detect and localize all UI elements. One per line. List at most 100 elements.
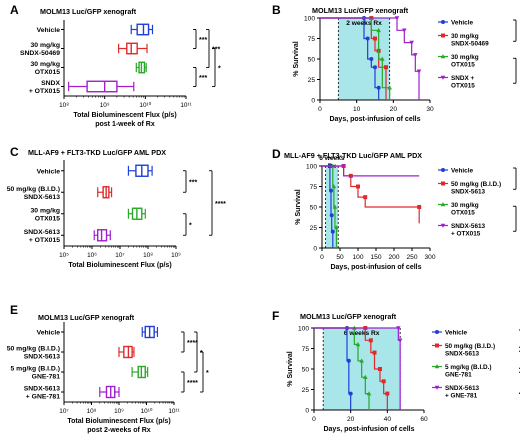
data-point <box>416 69 422 74</box>
data-point <box>330 229 335 234</box>
group-label: + GNE-781 <box>26 394 60 401</box>
group-label: OTX015 <box>35 69 61 76</box>
sig-label: ** <box>518 216 520 221</box>
sig-label: * <box>189 223 192 230</box>
survival-curve-purple <box>322 165 420 177</box>
panel-title: MOLM13 Luc/GFP xenograft <box>38 313 135 322</box>
sig-label: *** <box>199 37 207 44</box>
y-tick-label: 100 <box>306 164 317 171</box>
data-point <box>376 27 381 33</box>
x-axis-label: Days, post-infusion of cells <box>330 264 421 271</box>
legend-marker <box>434 364 440 369</box>
x-axis-sublabel: post 1-week of Rx <box>95 121 155 128</box>
legend-marker <box>440 202 446 207</box>
x-tick-label: 150 <box>370 254 381 261</box>
legend-marker <box>440 54 446 59</box>
data-point <box>385 391 390 396</box>
x-tick-label: 30 <box>426 106 434 113</box>
data-point <box>417 205 422 209</box>
data-point <box>397 338 403 343</box>
y-axis-label: % Survival <box>293 41 300 76</box>
sig-label: *** <box>518 175 520 183</box>
data-point <box>329 213 334 218</box>
data-point <box>381 379 386 384</box>
x-tick-label: 40 <box>384 416 392 423</box>
data-point <box>359 358 364 363</box>
data-point <box>355 342 361 347</box>
group-label: + OTX015 <box>29 88 60 95</box>
data-point <box>376 85 381 90</box>
x-tick-label: 100 <box>352 254 363 261</box>
sig-label: **** <box>187 340 198 347</box>
x-tick-label: 0 <box>318 106 322 113</box>
group-label: SNDX-5613 <box>24 354 60 361</box>
legend-label: OTX015 <box>451 62 475 69</box>
data-point <box>356 184 360 189</box>
y-tick-label: 50 <box>302 367 310 374</box>
data-point <box>368 338 373 343</box>
panel-A: A MOLM13 Luc/GFP xenograft 10⁸ 10⁹ 10¹⁰ 10¹¹ T… <box>10 3 221 128</box>
group-label: 30 mg/kg <box>31 42 60 49</box>
group-label: SNDX-5613 <box>24 386 60 393</box>
legend-marker <box>441 20 445 24</box>
data-point <box>380 56 385 61</box>
legend-marker <box>440 223 446 228</box>
x-tick-label: 10⁹ <box>171 252 181 259</box>
sig-label: * <box>200 350 203 357</box>
group-label: Vehicle <box>37 168 61 175</box>
legend-label: SNDX-5613 <box>445 351 480 358</box>
data-point <box>346 358 351 363</box>
x-axis-label: Total Bioluminescent Flux (p/s) <box>73 112 176 119</box>
sig-label: * <box>206 370 209 377</box>
sig-label: * <box>218 66 221 73</box>
x-tick-label: 10¹¹ <box>180 102 191 109</box>
panel-title: MLL-AF9 + FLT3-TKD Luc/GFP AML PDX <box>284 151 422 160</box>
y-tick-label: 100 <box>304 16 315 23</box>
box-purple <box>86 80 118 93</box>
x-axis-label: Days, post-infusion of cells <box>329 116 420 123</box>
sig-label: *** <box>518 27 520 35</box>
panel-E: E MOLM13 Luc/GFP xenograft 10⁷ 10⁸ 10⁹ 10¹⁰ 10… <box>7 303 209 434</box>
legend-marker <box>440 75 446 80</box>
x-tick-label: 20 <box>347 416 355 423</box>
group-label: SNDX-5613 <box>24 229 60 236</box>
data-point <box>373 36 377 41</box>
data-point <box>365 36 370 41</box>
group-label: Vehicle <box>37 27 61 34</box>
x-tick-label: 10⁶ <box>87 252 97 259</box>
data-point <box>413 53 418 58</box>
x-tick-label: 50 <box>336 254 344 261</box>
panel-title: MOLM13 Luc/GFP xenograft <box>300 312 397 321</box>
panel-F: F MOLM13 Luc/GFP xenograft 6 weeks Rx 0 25 50… <box>272 309 520 433</box>
group-label: SNDX <box>41 80 60 87</box>
legend-label: OTX015 <box>451 210 475 217</box>
x-tick-label: 300 <box>424 254 435 261</box>
x-tick-label: 10⁹ <box>100 102 110 109</box>
legend-label: 50 mg/kg (B.I.D.) <box>451 181 501 188</box>
x-tick-label: 10⁸ <box>143 252 153 259</box>
survival-curve-red <box>314 327 388 410</box>
data-point <box>378 367 382 371</box>
y-tick-label: 25 <box>302 387 310 394</box>
legend-label: 30 mg/kg <box>451 54 479 61</box>
data-point <box>384 65 388 70</box>
legend-marker <box>434 385 440 390</box>
group-label: 30 mg/kg <box>31 207 60 214</box>
panel-letter: C <box>10 145 19 159</box>
data-point <box>332 204 338 209</box>
panel-title: MOLM13 Luc/GFP xenograft <box>312 6 409 15</box>
legend-marker <box>435 330 439 334</box>
y-tick-label: 50 <box>310 205 318 212</box>
group-label: OTX015 <box>35 215 61 222</box>
x-tick-label: 10¹⁰ <box>139 102 151 109</box>
rx-label: 6 weeks Rx <box>344 330 380 337</box>
panel-title: MOLM13 Luc/GFP xenograft <box>40 7 137 16</box>
legend-label: Vehicle <box>445 330 467 337</box>
x-tick-label: 10¹¹ <box>168 408 179 415</box>
panel-letter: F <box>272 309 279 323</box>
sig-label: *** <box>199 75 207 82</box>
legend-label: + GNE-781 <box>445 393 478 400</box>
group-label: GNE-781 <box>32 374 61 381</box>
group-label: 30 mg/kg <box>31 61 60 68</box>
panel-letter: A <box>10 3 19 17</box>
